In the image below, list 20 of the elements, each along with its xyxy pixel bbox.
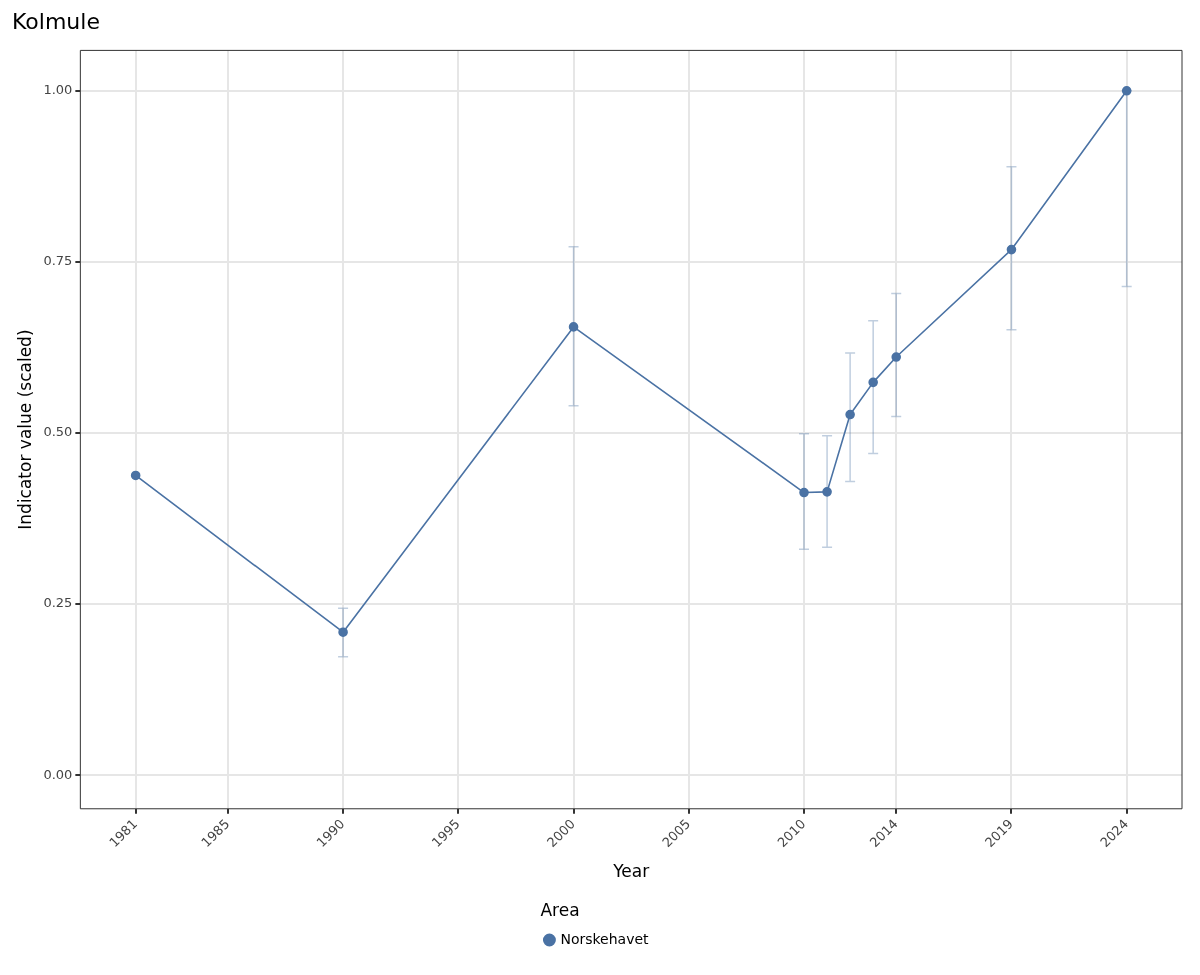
y-tick-label: 0.75: [43, 253, 73, 269]
y-tick-label: 0.25: [43, 595, 73, 611]
point: [130, 470, 141, 481]
y-tick-label: 0.50: [43, 424, 73, 440]
point: [338, 627, 348, 637]
point: [1006, 244, 1017, 255]
legend-label: Norskehavet: [560, 930, 650, 947]
point: [868, 377, 878, 388]
legend-title: Area: [540, 899, 580, 920]
y-tick-label: 0.00: [43, 766, 73, 782]
point: [891, 352, 902, 362]
x-axis-title: Year: [612, 860, 650, 881]
point: [799, 487, 809, 498]
point: [845, 409, 855, 420]
chart-title: Kolmule: [12, 8, 100, 34]
y-axis-title: Indicator value (scaled): [14, 329, 35, 530]
point: [822, 487, 832, 497]
point: [568, 322, 579, 332]
y-tick-label: 1.00: [43, 82, 73, 98]
point: [1121, 85, 1132, 96]
